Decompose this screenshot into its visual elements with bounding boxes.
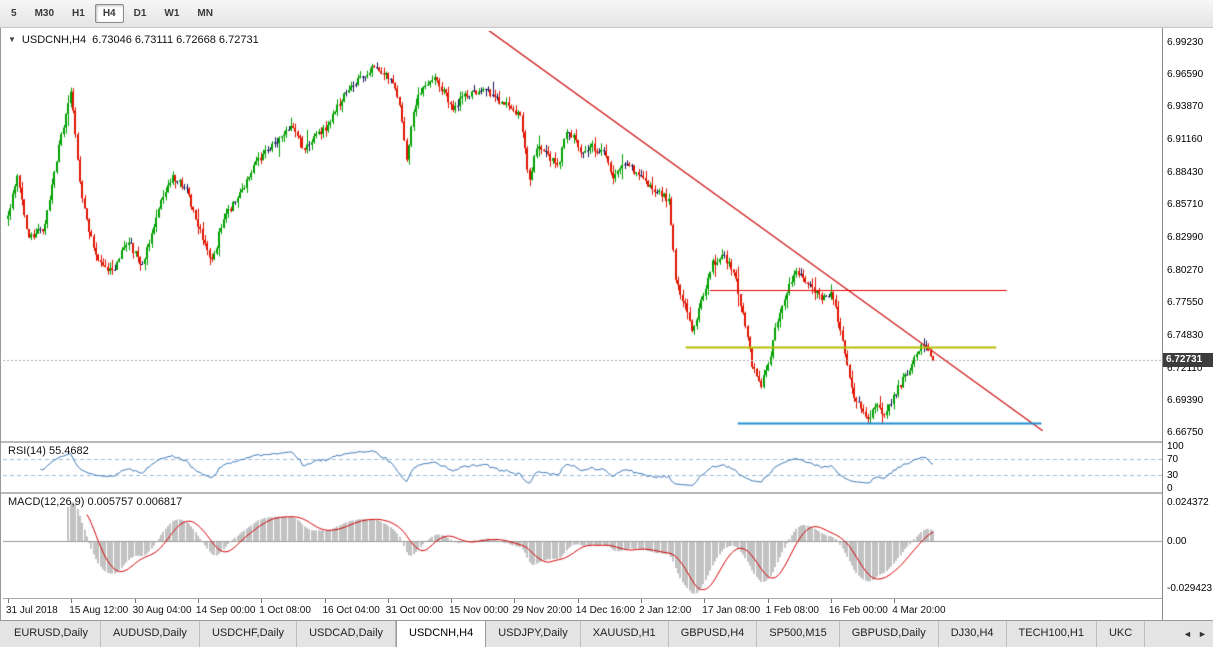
tab-scroll-controls: ◄ ►: [1179, 621, 1213, 647]
chart-tab-ukc[interactable]: UKC: [1096, 621, 1146, 647]
timeframe-m30-button[interactable]: M30: [34, 8, 55, 19]
chart-tab-tech100-h1[interactable]: TECH100,H1: [1006, 621, 1097, 647]
price-axis-label: 6.99230: [1167, 37, 1204, 48]
time-axis-label: 16 Oct 04:00: [322, 605, 380, 616]
chart-tab-eurusd-daily[interactable]: EURUSD,Daily: [2, 621, 101, 647]
macd-indicator-label: MACD(12,26,9) 0.005757 0.006817: [8, 496, 183, 508]
macd-chart-canvas[interactable]: [3, 494, 1162, 598]
chart-window: ▼ USDCNH,H4 6.73046 6.73111 6.72668 6.72…: [0, 28, 1213, 620]
time-axis-label: 29 Nov 20:00: [512, 605, 572, 616]
timeframe-5-button[interactable]: 5: [11, 8, 17, 19]
timeframe-h4-button[interactable]: H4: [94, 4, 124, 23]
timeframe-toolbar: 5 M30 H1 H4 D1 W1 MN: [0, 0, 1213, 28]
price-axis-label: 6.82990: [1167, 232, 1204, 243]
time-axis-tick: [514, 599, 516, 603]
time-axis-tick: [387, 599, 389, 603]
price-axis-label: 6.88430: [1167, 166, 1204, 178]
rsi-chart-canvas[interactable]: [3, 443, 1162, 492]
time-axis-label: 16 Feb 00:00: [828, 605, 888, 616]
macd-axis-label: -0.029423: [1167, 583, 1213, 595]
timeframe-mn-button[interactable]: MN: [197, 8, 213, 19]
time-axis-tick: [324, 599, 326, 603]
chart-tab-sp500-m15[interactable]: SP500,M15: [757, 621, 840, 647]
time-axis-label: 30 Aug 04:00: [132, 605, 192, 616]
time-axis-label: 15 Aug 12:00: [69, 605, 129, 616]
chart-tab-gbpusd-daily[interactable]: GBPUSD,Daily: [839, 621, 939, 647]
chart-symbol-label: USDCNH,H4: [21, 34, 87, 46]
time-axis-label: 31 Oct 00:00: [385, 605, 444, 616]
chart-tab-bar: EURUSD,Daily AUDUSD,Daily USDCHF,Daily USDC…: [0, 620, 1213, 647]
chart-tab-usdcnh-h4[interactable]: USDCNH,H4: [396, 621, 487, 647]
time-axis-label: 1 Feb 08:00: [765, 605, 819, 616]
rsi-axis-label: 70: [1167, 453, 1179, 465]
price-axis-label: 6.72110: [1167, 362, 1203, 374]
time-axis-tick: [577, 599, 579, 603]
price-axis-label: 6.77550: [1167, 297, 1204, 309]
time-axis-tick: [704, 599, 706, 603]
time-axis-label: 14 Dec 16:00: [575, 605, 636, 616]
time-axis-label: 17 Jan 08:00: [702, 605, 761, 616]
time-axis-label: 14 Sep 00:00: [195, 605, 256, 616]
chart-tab-xauusd-h1[interactable]: XAUUSD,H1: [580, 621, 669, 647]
candlestick-chart-canvas[interactable]: [3, 31, 1162, 441]
chart-tab-usdchf-daily[interactable]: USDCHF,Daily: [199, 621, 298, 647]
price-axis-label: 6.85710: [1167, 199, 1204, 211]
chart-tabs: EURUSD,Daily AUDUSD,Daily USDCHF,Daily USDC…: [0, 621, 1179, 647]
rsi-indicator-label: RSI(14) 55.4682: [8, 445, 89, 457]
time-axis-label: 2 Jan 12:00: [639, 605, 692, 616]
price-axis-label: 6.66750: [1167, 427, 1204, 438]
price-axis-label: 6.93870: [1167, 101, 1204, 113]
price-axis[interactable]: 6.72731 6.99230 6.96590 6.93870 6.91160 6.88…: [1162, 28, 1213, 620]
chart-tab-usdcad-daily[interactable]: USDCAD,Daily: [297, 621, 397, 647]
timeframe-d1-button[interactable]: D1: [133, 8, 147, 19]
time-axis-tick: [197, 599, 199, 603]
time-axis-tick: [8, 599, 9, 603]
time-axis-label: 1 Oct 08:00: [259, 605, 311, 616]
price-chart-panel[interactable]: ▼ USDCNH,H4 6.73046 6.73111 6.72668 6.72…: [3, 31, 1162, 441]
panel-splitter[interactable]: [1, 492, 1213, 494]
rsi-axis-label: 0: [1167, 483, 1173, 494]
chart-tab-gbpusd-h4[interactable]: GBPUSD,H4: [668, 621, 758, 647]
price-axis-label: 6.69390: [1167, 395, 1204, 407]
chart-title-row: ▼ USDCNH,H4 6.73046 6.73111 6.72668 6.72…: [8, 34, 259, 46]
rsi-axis-label: 100: [1167, 441, 1184, 452]
time-axis-label: 15 Nov 00:00: [449, 605, 509, 616]
chart-ohlc-values: 6.73046 6.73111 6.72668 6.72731: [92, 34, 259, 46]
tabs-scroll-left-icon[interactable]: ◄: [1183, 629, 1192, 639]
time-axis-tick: [261, 599, 263, 603]
price-axis-label: 6.91160: [1167, 133, 1203, 145]
chart-tab-audusd-daily[interactable]: AUDUSD,Daily: [100, 621, 200, 647]
price-axis-label: 6.74830: [1167, 329, 1204, 341]
current-price-badge: 6.72731: [1163, 353, 1213, 368]
time-axis-tick: [830, 599, 832, 603]
panel-splitter[interactable]: [1, 441, 1213, 443]
time-axis-tick: [641, 599, 642, 603]
timeframe-w1-button[interactable]: W1: [164, 8, 180, 19]
macd-axis-label: 0.00: [1167, 536, 1187, 547]
timeframe-h1-button[interactable]: H1: [72, 8, 85, 19]
macd-axis-label: 0.024372: [1167, 497, 1209, 508]
time-axis-tick: [767, 599, 769, 603]
time-axis-tick: [134, 599, 136, 603]
rsi-indicator-panel[interactable]: RSI(14) 55.4682: [3, 443, 1162, 492]
chart-tab-usdjpy-daily[interactable]: USDJPY,Daily: [486, 621, 581, 647]
time-axis-label: 4 Mar 20:00: [892, 605, 946, 616]
time-axis-tick: [71, 599, 73, 603]
price-axis-label: 6.96590: [1167, 68, 1204, 80]
chart-tab-dj30-h4[interactable]: DJ30,H4: [938, 621, 1007, 647]
macd-indicator-panel[interactable]: MACD(12,26,9) 0.005757 0.006817: [3, 494, 1162, 598]
chart-dropdown-icon[interactable]: ▼: [8, 35, 16, 44]
time-axis-label: 31 Jul 2018: [6, 605, 58, 616]
time-axis-tick: [451, 599, 453, 603]
price-axis-label: 6.80270: [1167, 264, 1204, 276]
rsi-axis-label: 30: [1167, 470, 1179, 482]
time-axis[interactable]: 31 Jul 2018 15 Aug 12:00 30 Aug 04:00 14 Se…: [3, 598, 1162, 620]
time-axis-tick: [894, 599, 896, 603]
tabs-scroll-right-icon[interactable]: ►: [1198, 629, 1207, 639]
